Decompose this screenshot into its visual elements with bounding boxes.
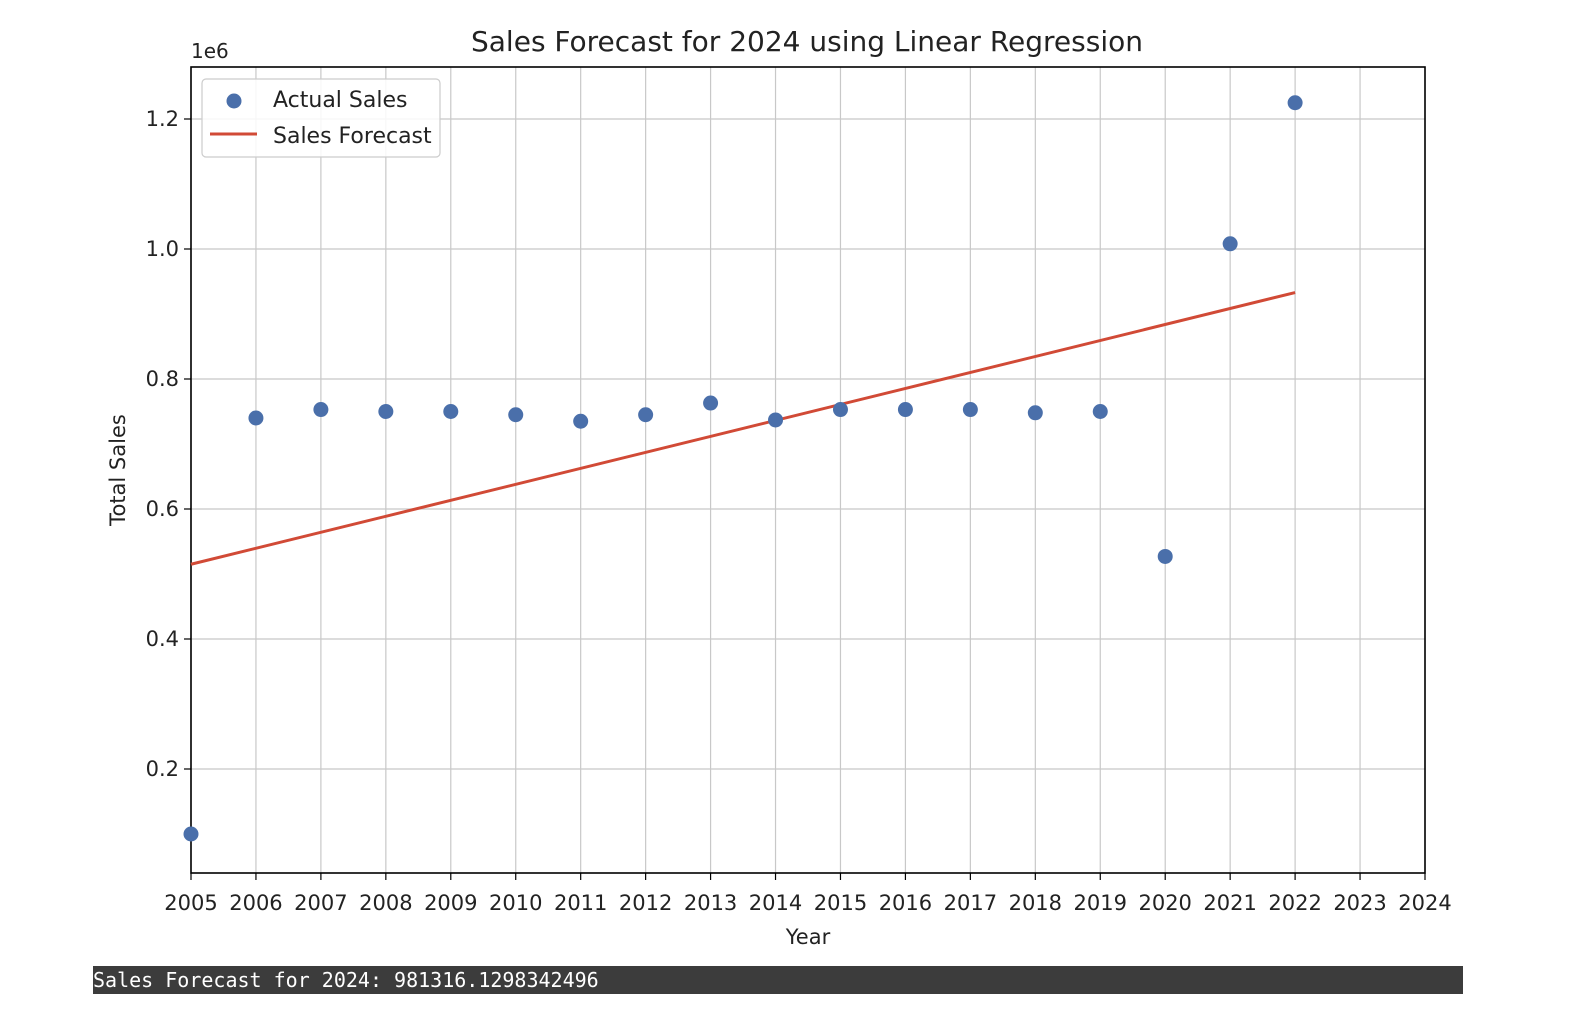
legend-box	[201, 78, 441, 158]
data-point	[313, 402, 329, 418]
legend: Actual Sales Sales Forecast	[201, 78, 441, 158]
series-layer	[183, 95, 1303, 842]
data-point	[1287, 95, 1303, 111]
x-tick-label: 2007	[294, 891, 347, 915]
x-tick-label: 2021	[1203, 891, 1256, 915]
y-axis-ticks: 0.2 0.4 0.6 0.8 1.0 1.2	[146, 107, 191, 781]
x-tick-label: 2019	[1074, 891, 1127, 915]
data-point	[378, 404, 394, 419]
data-point	[248, 410, 264, 426]
data-point	[443, 404, 459, 419]
y-tick-label: 0.2	[146, 757, 179, 781]
y-tick-label: 0.8	[146, 367, 179, 391]
data-point	[1027, 405, 1043, 421]
y-tick-label: 1.0	[146, 237, 179, 261]
x-tick-label: 2005	[164, 891, 217, 915]
x-tick-label: 2018	[1009, 891, 1062, 915]
data-point	[183, 826, 199, 842]
data-point	[832, 402, 848, 418]
data-point	[897, 402, 913, 418]
data-point	[508, 407, 524, 423]
x-tick-label: 2011	[554, 891, 607, 915]
chart-title: Sales Forecast for 2024 using Linear Reg…	[471, 25, 1143, 58]
data-point	[962, 402, 978, 418]
y-tick-label: 0.4	[146, 627, 179, 651]
x-tick-label: 2012	[619, 891, 672, 915]
legend-label-actual-sales: Actual Sales	[273, 88, 407, 113]
x-axis-ticks: 2005 2006 2007 2008 2009 2010 2011 2012 2013 2014…	[164, 873, 1452, 915]
data-point	[638, 407, 654, 423]
x-tick-label: 2016	[879, 891, 932, 915]
x-tick-label: 2009	[424, 891, 477, 915]
x-tick-label: 2006	[229, 891, 282, 915]
data-point	[1092, 404, 1108, 419]
x-tick-label: 2020	[1138, 891, 1191, 915]
data-point	[1222, 236, 1238, 252]
plot-frame	[190, 66, 1426, 874]
data-point	[703, 395, 719, 411]
y-tick-label: 1.2	[146, 107, 179, 131]
legend-marker-actual-sales	[226, 93, 242, 109]
x-tick-label: 2013	[684, 891, 737, 915]
x-tick-label: 2022	[1268, 891, 1321, 915]
y-tick-label: 0.6	[146, 497, 179, 521]
data-point	[1157, 548, 1173, 564]
data-point	[768, 412, 784, 428]
data-point	[573, 413, 589, 429]
x-axis-label: Year	[785, 925, 831, 949]
grid	[190, 67, 1426, 873]
x-tick-label: 2008	[359, 891, 412, 915]
x-tick-label: 2014	[749, 891, 802, 915]
x-tick-label: 2010	[489, 891, 542, 915]
legend-label-sales-forecast: Sales Forecast	[273, 124, 432, 149]
x-tick-label: 2017	[944, 891, 997, 915]
y-axis-label: Total Sales	[106, 414, 130, 527]
x-tick-label: 2015	[814, 891, 867, 915]
x-tick-label: 2023	[1333, 891, 1386, 915]
forecast-line	[190, 291, 1296, 566]
y-axis-offset-label: 1e6	[191, 39, 229, 63]
console-output-bar: Sales Forecast for 2024: 981316.12983424…	[93, 966, 1463, 994]
x-tick-label: 2024	[1398, 891, 1451, 915]
console-output-text: Sales Forecast for 2024: 981316.12983424…	[93, 968, 599, 992]
